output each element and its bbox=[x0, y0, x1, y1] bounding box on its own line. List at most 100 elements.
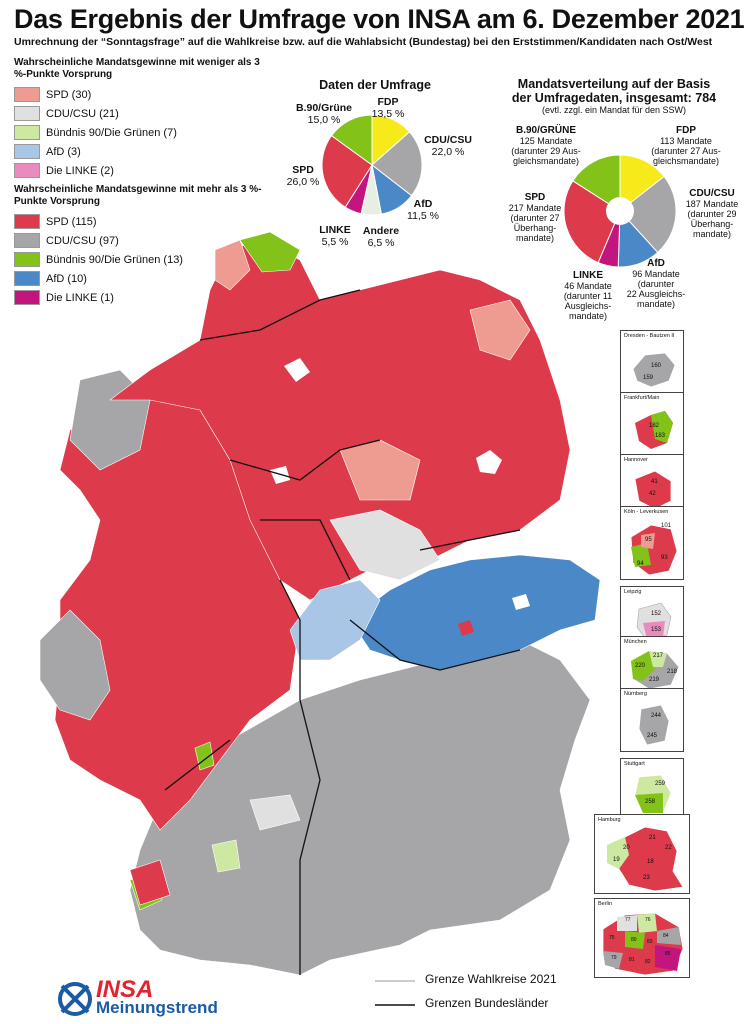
inset-stuttgart-n2: 258 bbox=[645, 799, 656, 805]
inset-berlin-n5: 80 bbox=[631, 937, 637, 943]
inset-dresden: Dresden - Bautzen II 160 159 bbox=[620, 330, 684, 394]
legend-strong-swatch bbox=[14, 271, 40, 286]
survey-pie-chart bbox=[321, 114, 423, 216]
map-regions bbox=[39, 231, 601, 976]
survey-label-andere: Andere 6,5 % bbox=[362, 225, 400, 249]
page-title: Das Ergebnis der Umfrage von INSA am 6. … bbox=[14, 4, 745, 34]
inset-muenchen-n4: 219 bbox=[649, 677, 660, 683]
seats-label-gruene: B.90/GRÜNE 125 Mandate (darunter 29 Aus-gl… bbox=[511, 125, 581, 167]
inset-nuernberg: Nürnberg 244 245 bbox=[620, 688, 684, 752]
legend-weak-item: SPD (30) bbox=[14, 85, 274, 104]
inset-koeln-caption: Köln - Leverkusen bbox=[624, 509, 669, 515]
inset-hamburg-n4: 19 bbox=[613, 857, 620, 863]
inset-muenchen-n1: 217 bbox=[653, 653, 664, 659]
inset-hamburg-n2: 22 bbox=[665, 845, 672, 851]
insa-logo-sub: Meinungstrend bbox=[96, 998, 218, 1017]
region-patch-1 bbox=[469, 299, 531, 361]
city-berlin bbox=[476, 450, 502, 474]
inset-koeln: Köln - Leverkusen 101 95 93 94 bbox=[620, 506, 684, 580]
survey-title: Daten der Umfrage bbox=[319, 78, 431, 92]
page-subtitle: Umrechnung der “Sonntagsfrage” auf die W… bbox=[14, 36, 713, 48]
state-borders bbox=[164, 289, 521, 975]
inset-muenchen-n3: 218 bbox=[667, 669, 678, 675]
region-south-red bbox=[129, 859, 171, 906]
inset-stuttgart-caption: Stuttgart bbox=[624, 761, 645, 767]
inset-hamburg: Hamburg 21 22 20 19 18 23 bbox=[594, 814, 690, 894]
insa-logo-brand: INSA bbox=[96, 976, 154, 1003]
legend-weak-label: Bündnis 90/Die Grünen (7) bbox=[46, 126, 177, 139]
inset-koeln-n3: 93 bbox=[661, 555, 668, 561]
inset-hamburg-n6: 23 bbox=[643, 875, 650, 881]
city-hamburg bbox=[284, 358, 310, 382]
legend-strong-label: CDU/CSU (97) bbox=[46, 234, 119, 247]
legend-strong-label: Die LINKE (1) bbox=[46, 291, 114, 304]
region-stuttgart-light bbox=[211, 839, 241, 873]
pie-slice-b-90-gr-ne bbox=[330, 114, 373, 166]
inset-dresden-caption: Dresden - Bautzen II bbox=[624, 333, 675, 339]
inset-berlin-n3: 75 bbox=[609, 935, 615, 941]
legend-weak-swatch bbox=[14, 106, 40, 121]
legend-strong-swatch bbox=[14, 252, 40, 267]
inset-leipzig-n2: 153 bbox=[651, 627, 662, 633]
seats-label-linke: LINKE 46 Mandate (darunter 11 Ausgleichs-ma… bbox=[563, 270, 613, 322]
inset-berlin-n9: 81 bbox=[629, 957, 635, 963]
legend-weak-item: Die LINKE (2) bbox=[14, 161, 274, 180]
legend-strong-swatch bbox=[14, 233, 40, 248]
inset-stuttgart: Stuttgart 259 258 bbox=[620, 758, 684, 822]
legend-weak-swatch bbox=[14, 87, 40, 102]
inset-frankfurt-n2: 183 bbox=[655, 433, 666, 439]
pie-slice-spd bbox=[321, 134, 373, 208]
pie-slice-fdp bbox=[619, 154, 665, 213]
inset-nuernberg-n1: 244 bbox=[651, 713, 662, 719]
survey-label-linke: LINKE 5,5 % bbox=[319, 224, 351, 248]
inset-muenchen-caption: München bbox=[624, 639, 647, 645]
seats-label-cdu: CDU/CSU 187 Mandate (darunter 29 Überhang-m… bbox=[685, 188, 739, 240]
legend-weak-item: CDU/CSU (21) bbox=[14, 104, 274, 123]
legend-weak-swatch bbox=[14, 163, 40, 178]
legend-strong-swatch bbox=[14, 214, 40, 229]
pie-slice-spd bbox=[563, 180, 621, 264]
inset-muenchen-n2: 220 bbox=[635, 663, 646, 669]
legend-strong-swatch bbox=[14, 290, 40, 305]
inset-dresden-n1: 160 bbox=[651, 363, 662, 369]
legend-strong-item: Die LINKE (1) bbox=[14, 288, 274, 307]
legend-strong-list: SPD (115) CDU/CSU (97) Bündnis 90/Die Grün… bbox=[14, 212, 274, 307]
pie-slice-b-90-gr-ne bbox=[572, 154, 621, 212]
inset-frankfurt-n1: 182 bbox=[649, 423, 660, 429]
inset-berlin-n2: 76 bbox=[645, 917, 651, 923]
inset-hamburg-n1: 21 bbox=[649, 835, 656, 841]
legend-weak-label: AfD (3) bbox=[46, 145, 81, 158]
inset-berlin-n6: 83 bbox=[647, 939, 653, 945]
legend-strong-label: Bündnis 90/Die Grünen (13) bbox=[46, 253, 183, 266]
inset-hannover-caption: Hannover bbox=[624, 457, 648, 463]
legend-weak-label: Die LINKE (2) bbox=[46, 164, 114, 177]
legend-strong-item: AfD (10) bbox=[14, 269, 274, 288]
legend-strong-item: Bündnis 90/Die Grünen (13) bbox=[14, 250, 274, 269]
donut-hole bbox=[606, 197, 634, 225]
survey-label-gruene: B.90/Grüne 15,0 % bbox=[295, 102, 353, 126]
legend-weak-label: CDU/CSU (21) bbox=[46, 107, 119, 120]
inset-berlin-n10: 82 bbox=[645, 959, 651, 965]
pie-slice-cdu-csu bbox=[619, 175, 677, 254]
inset-berlin-n8: 85 bbox=[665, 951, 671, 957]
legend-weak-item: Bündnis 90/Die Grünen (7) bbox=[14, 123, 274, 142]
inset-berlin-n4: 84 bbox=[663, 933, 669, 939]
inset-frankfurt-caption: Frankfurt/Main bbox=[624, 395, 660, 401]
insa-logo-icon bbox=[58, 982, 92, 1016]
survey-label-cdu: CDU/CSU 22,0 % bbox=[424, 134, 472, 158]
legend-weak-label: SPD (30) bbox=[46, 88, 92, 101]
city-leipzig bbox=[458, 620, 474, 636]
legend-strong-label: AfD (10) bbox=[46, 272, 87, 285]
legend-weak-swatch bbox=[14, 125, 40, 140]
inset-nuernberg-n2: 245 bbox=[647, 733, 658, 739]
inset-nuernberg-caption: Nürnberg bbox=[624, 691, 647, 697]
inset-hamburg-n5: 18 bbox=[647, 859, 654, 865]
legend-weak-swatch bbox=[14, 144, 40, 159]
inset-berlin-n7: 79 bbox=[611, 955, 617, 961]
legend-weak-heading: Wahrscheinliche Mandatsgewinne mit wenig… bbox=[14, 57, 260, 80]
inset-hamburg-caption: Hamburg bbox=[598, 817, 621, 823]
inset-hamburg-n3: 20 bbox=[623, 845, 630, 851]
pie-slice-cdu-csu bbox=[371, 131, 423, 197]
city-dresden bbox=[512, 594, 530, 610]
